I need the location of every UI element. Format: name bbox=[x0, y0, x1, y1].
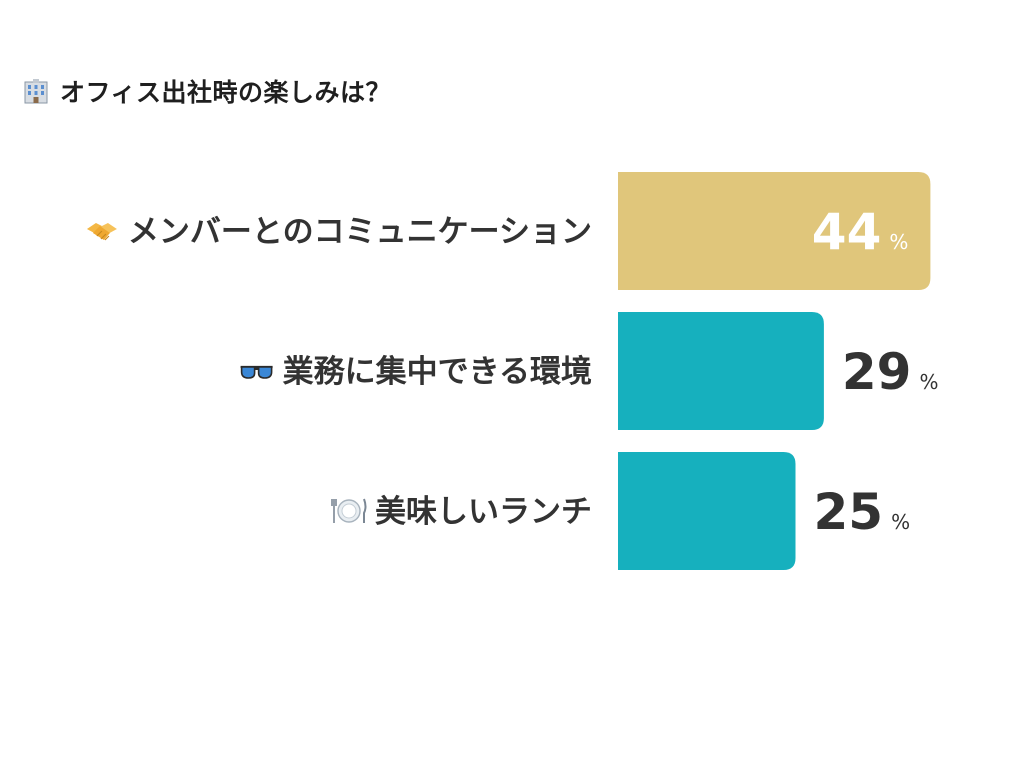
plate-with-cutlery-icon bbox=[331, 498, 367, 523]
value-unit-1: % bbox=[889, 230, 908, 254]
value-label-1: 44% bbox=[812, 203, 909, 261]
value-label-3: 25% bbox=[814, 483, 911, 541]
chart-title: オフィス出社時の楽しみは？ bbox=[60, 78, 392, 107]
bar-2 bbox=[618, 312, 824, 430]
handshake-icon bbox=[86, 223, 117, 241]
value-label-2: 29% bbox=[842, 343, 939, 401]
bar-1 bbox=[618, 172, 931, 290]
category-label-1: メンバーとのコミュニケーション bbox=[128, 214, 592, 250]
sunglasses-icon bbox=[240, 365, 273, 379]
category-label-2: 業務に集中できる環境 bbox=[283, 354, 592, 390]
value-number-1: 44 bbox=[812, 203, 882, 261]
value-unit-2: % bbox=[919, 370, 938, 394]
bar-3 bbox=[618, 452, 796, 570]
category-label-3: 美味しいランチ bbox=[375, 494, 592, 530]
value-unit-3: % bbox=[891, 510, 910, 534]
chart-title-row: オフィス出社時の楽しみは？ bbox=[22, 74, 391, 108]
value-number-2: 29 bbox=[842, 343, 912, 401]
office-building-icon bbox=[24, 79, 48, 104]
value-number-3: 25 bbox=[814, 483, 884, 541]
